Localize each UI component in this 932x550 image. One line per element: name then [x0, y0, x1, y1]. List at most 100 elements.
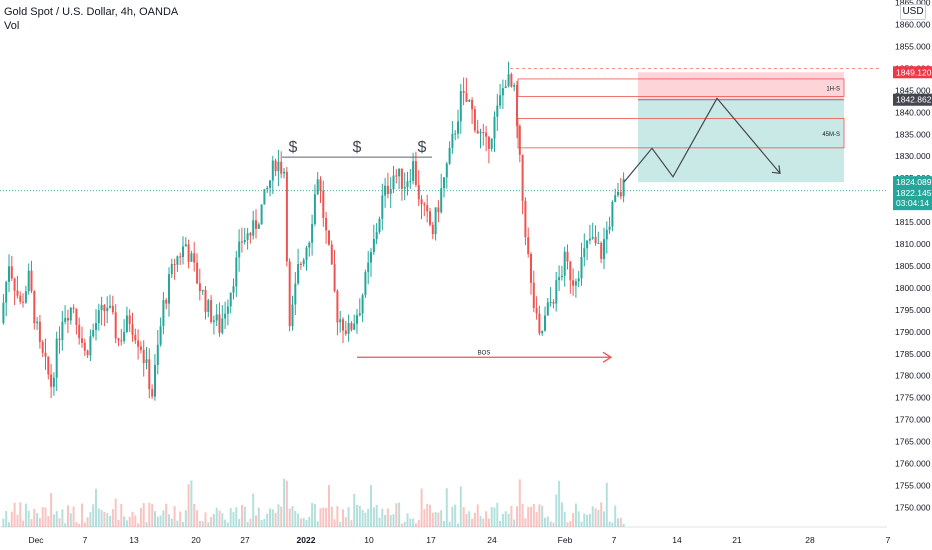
candle-body	[482, 132, 485, 133]
price-tick-label: 1860.000	[895, 20, 931, 30]
candle-body	[392, 175, 395, 190]
volume-bar	[75, 522, 78, 527]
volume-bar	[378, 517, 381, 527]
candle-body	[224, 313, 227, 319]
candle-body	[417, 185, 420, 200]
volume-bar	[255, 515, 257, 527]
candle-body	[16, 290, 19, 296]
volume-bar	[375, 505, 378, 527]
candle-body	[347, 323, 350, 334]
volume-bar	[409, 518, 412, 527]
candle-body	[619, 192, 622, 197]
volume-bar	[400, 523, 403, 527]
volume-bar	[204, 512, 207, 527]
volume-bar	[577, 511, 580, 527]
candle-body	[302, 260, 305, 265]
candle-body	[552, 302, 555, 304]
volume-bar	[392, 514, 395, 527]
candle-body	[395, 175, 398, 177]
supply-zone-box	[517, 78, 845, 97]
currency-badge[interactable]: USD	[900, 4, 926, 20]
volume-bar	[246, 522, 249, 527]
candle-body	[241, 241, 243, 243]
volume-bars	[2, 478, 625, 527]
volume-bar	[417, 520, 420, 527]
candle-body	[182, 246, 184, 257]
candle-body	[221, 318, 224, 333]
volume-bar	[364, 512, 367, 527]
volume-bar	[67, 505, 69, 527]
volume-bar	[238, 519, 241, 527]
candle-body	[58, 338, 61, 340]
candle-body	[288, 261, 291, 327]
volume-bar	[226, 522, 229, 527]
volume-bar	[100, 510, 103, 527]
volume-bar	[44, 507, 47, 527]
candle-body	[448, 147, 451, 164]
time-axis-label: 7	[886, 535, 891, 545]
volume-bar	[538, 504, 541, 527]
volume-bar	[30, 519, 33, 527]
candle-body	[386, 185, 389, 194]
volume-bar	[423, 509, 426, 527]
volume-bar	[493, 507, 496, 527]
candle-body	[429, 211, 431, 225]
volume-bar	[572, 513, 575, 527]
price-tick-label: 1800.000	[895, 283, 931, 293]
candle-body	[574, 281, 577, 286]
candle-body	[572, 280, 575, 286]
volume-bar	[608, 521, 611, 527]
volume-bar	[445, 488, 448, 527]
volume-bar	[288, 508, 291, 527]
candle-body	[238, 241, 241, 258]
volume-bar	[16, 514, 19, 527]
volume-bar	[69, 513, 72, 527]
candle-body	[168, 274, 170, 304]
candle-body	[577, 278, 580, 282]
volume-bar	[566, 522, 569, 527]
volume-bar	[154, 511, 156, 527]
candle-body	[92, 330, 95, 337]
dollar-sign: $	[353, 139, 362, 156]
current-price-tag: 1824.089	[896, 177, 932, 187]
volume-bar	[137, 523, 140, 527]
candle-body	[111, 305, 114, 313]
volume-bar	[372, 507, 375, 527]
entry-price-tag-bg	[893, 93, 932, 106]
volume-bar	[61, 509, 64, 527]
candle-body	[532, 282, 535, 308]
candle-body	[159, 326, 162, 345]
candle-body	[52, 377, 55, 387]
bos-label: BOS	[478, 350, 491, 356]
volume-bar	[448, 521, 451, 527]
price-axis-bg	[887, 0, 932, 550]
candle-body	[218, 314, 221, 333]
candle-body	[5, 281, 8, 303]
price-tick-label: 1805.000	[895, 261, 931, 271]
volume-bar	[339, 521, 342, 527]
candle-body	[274, 160, 277, 172]
candle-body	[81, 338, 83, 343]
candle-body	[156, 344, 159, 365]
time-axis-label: 14	[672, 535, 682, 545]
candle-body	[97, 310, 100, 324]
volume-bar	[431, 512, 434, 527]
candle-body	[311, 224, 314, 243]
candle-body	[580, 256, 583, 279]
volume-bar	[471, 518, 474, 527]
volume-bar	[516, 506, 518, 527]
candle-body	[226, 306, 229, 314]
volume-bar	[64, 523, 67, 527]
volume-bar	[524, 518, 527, 527]
candle-body	[535, 308, 538, 314]
candle-body	[142, 349, 145, 363]
volume-bar	[283, 478, 286, 527]
volume-bar	[148, 502, 151, 527]
prior-price-tag: 1822.145	[896, 188, 932, 198]
candle-body	[358, 313, 361, 316]
volume-bar	[462, 507, 465, 527]
volume-bar	[499, 520, 502, 527]
candle-body	[283, 171, 286, 174]
candle-body	[266, 187, 269, 190]
